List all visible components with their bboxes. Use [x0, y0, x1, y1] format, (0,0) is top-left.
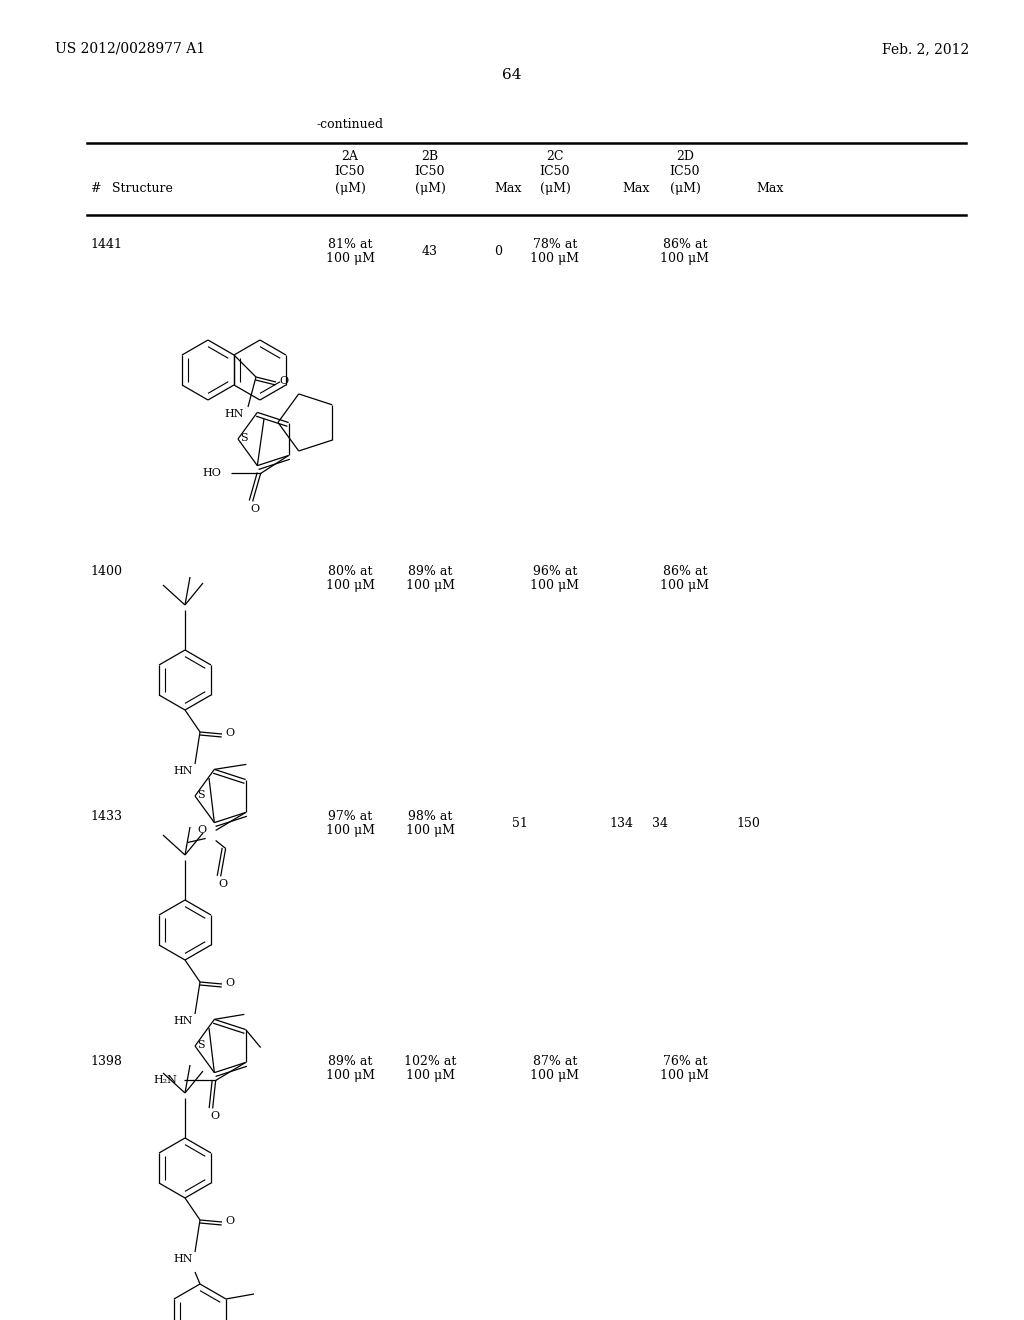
Text: 89% at: 89% at: [328, 1055, 372, 1068]
Text: 100 μM: 100 μM: [530, 579, 580, 591]
Text: -continued: -continued: [316, 117, 384, 131]
Text: 64: 64: [502, 69, 522, 82]
Text: 100 μM: 100 μM: [326, 824, 375, 837]
Text: O: O: [219, 879, 227, 890]
Text: US 2012/0028977 A1: US 2012/0028977 A1: [55, 42, 205, 55]
Text: 34: 34: [652, 817, 668, 830]
Text: IC50: IC50: [415, 165, 445, 178]
Text: 100 μM: 100 μM: [660, 252, 710, 265]
Text: 2D: 2D: [676, 150, 694, 162]
Text: 100 μM: 100 μM: [660, 1069, 710, 1082]
Text: (μM): (μM): [540, 182, 570, 195]
Text: 86% at: 86% at: [663, 565, 708, 578]
Text: HN: HN: [224, 409, 244, 418]
Text: 86% at: 86% at: [663, 238, 708, 251]
Text: 100 μM: 100 μM: [326, 579, 375, 591]
Text: HN: HN: [173, 766, 193, 776]
Text: 78% at: 78% at: [532, 238, 578, 251]
Text: 100 μM: 100 μM: [406, 1069, 455, 1082]
Text: HN: HN: [173, 1254, 193, 1265]
Text: IC50: IC50: [540, 165, 570, 178]
Text: O: O: [225, 978, 234, 987]
Text: Max: Max: [757, 182, 783, 195]
Text: IC50: IC50: [670, 165, 700, 178]
Text: HN: HN: [173, 1016, 193, 1026]
Text: 150: 150: [736, 817, 760, 830]
Text: 1441: 1441: [90, 238, 122, 251]
Text: 80% at: 80% at: [328, 565, 373, 578]
Text: Feb. 2, 2012: Feb. 2, 2012: [882, 42, 969, 55]
Text: 89% at: 89% at: [408, 565, 453, 578]
Text: H₂N: H₂N: [154, 1076, 177, 1085]
Text: 2C: 2C: [546, 150, 564, 162]
Text: (μM): (μM): [335, 182, 366, 195]
Text: Max: Max: [495, 182, 521, 195]
Text: O: O: [197, 825, 206, 836]
Text: 100 μM: 100 μM: [406, 824, 455, 837]
Text: 2A: 2A: [342, 150, 358, 162]
Text: 100 μM: 100 μM: [326, 1069, 375, 1082]
Text: 81% at: 81% at: [328, 238, 373, 251]
Text: O: O: [211, 1111, 220, 1122]
Text: Max: Max: [623, 182, 649, 195]
Text: O: O: [225, 729, 234, 738]
Text: 100 μM: 100 μM: [406, 579, 455, 591]
Text: O: O: [251, 504, 260, 515]
Text: 1400: 1400: [90, 565, 122, 578]
Text: HO: HO: [203, 469, 221, 478]
Text: 100 μM: 100 μM: [530, 252, 580, 265]
Text: 87% at: 87% at: [532, 1055, 578, 1068]
Text: 96% at: 96% at: [532, 565, 578, 578]
Text: 102% at: 102% at: [403, 1055, 456, 1068]
Text: 43: 43: [422, 246, 438, 257]
Text: 76% at: 76% at: [663, 1055, 708, 1068]
Text: 100 μM: 100 μM: [530, 1069, 580, 1082]
Text: #: #: [90, 182, 100, 195]
Text: 134: 134: [609, 817, 633, 830]
Text: O: O: [225, 1216, 234, 1226]
Text: IC50: IC50: [335, 165, 366, 178]
Text: 2B: 2B: [422, 150, 438, 162]
Text: 1398: 1398: [90, 1055, 122, 1068]
Text: 0: 0: [494, 246, 502, 257]
Text: 100 μM: 100 μM: [326, 252, 375, 265]
Text: S: S: [197, 1040, 205, 1049]
Text: 51: 51: [512, 817, 528, 830]
Text: 100 μM: 100 μM: [660, 579, 710, 591]
Text: (μM): (μM): [415, 182, 445, 195]
Text: O: O: [279, 376, 288, 385]
Text: 1433: 1433: [90, 810, 122, 822]
Text: (μM): (μM): [670, 182, 700, 195]
Text: S: S: [197, 789, 205, 800]
Text: 97% at: 97% at: [328, 810, 372, 822]
Text: S: S: [240, 433, 248, 444]
Text: 98% at: 98% at: [408, 810, 453, 822]
Text: Structure: Structure: [112, 182, 173, 195]
